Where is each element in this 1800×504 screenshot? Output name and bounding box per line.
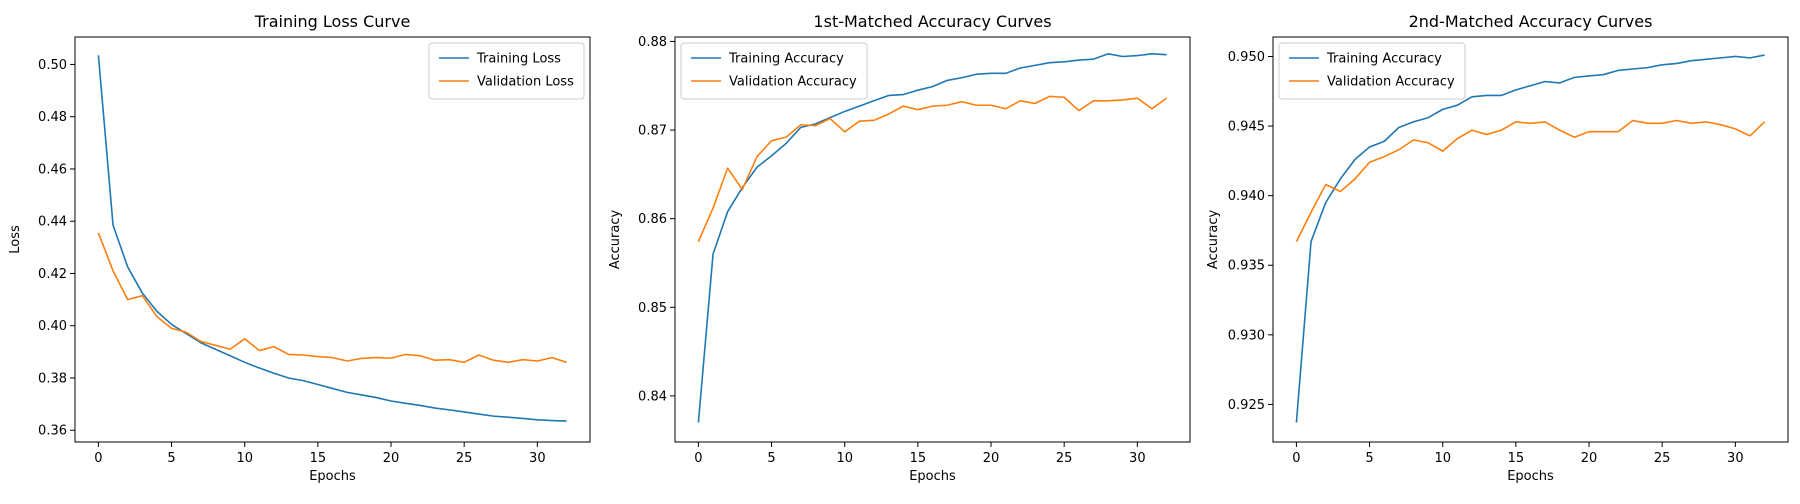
y-tick-label: 0.940	[1228, 189, 1265, 204]
series-line-1	[1295, 54, 1765, 423]
y-tick-label: 0.87	[638, 124, 667, 139]
y-tick-label: 0.50	[38, 58, 67, 73]
x-tick-label: 10	[236, 451, 253, 466]
x-tick-label: 30	[529, 451, 546, 466]
y-tick-label: 0.88	[638, 35, 667, 50]
series-line-2	[97, 232, 567, 364]
chart-panel-2: 1st-Matched Accuracy Curves 0 5 10 15 20 25 30 0…	[608, 12, 1191, 484]
x-tick-label: 0	[1292, 451, 1300, 466]
y-tick-label: 0.935	[1228, 259, 1265, 274]
y-tick-label: 0.945	[1228, 120, 1265, 135]
chart-title: 1st-Matched Accuracy Curves	[813, 12, 1051, 31]
x-tick-label: 30	[1129, 451, 1146, 466]
x-tick-label: 10	[1434, 451, 1451, 466]
y-tick-label: 0.48	[38, 110, 67, 125]
legend-box	[1278, 42, 1466, 100]
chart-panel-1: Training Loss Curve 0 5 10 15 20 25 30 0.36 0.38 0…	[8, 12, 591, 484]
x-tick-label: 0	[94, 451, 102, 466]
legend-label: Validation Accuracy	[729, 75, 857, 90]
legend: Training Loss Validation Loss	[428, 42, 585, 100]
x-tick-label: 15	[910, 451, 927, 466]
y-tick-label: 0.85	[638, 301, 667, 316]
x-tick-label: 5	[1365, 451, 1373, 466]
x-tick-label: 15	[310, 451, 327, 466]
y-tick-label: 0.44	[38, 215, 67, 230]
x-axis-label: Epochs	[909, 469, 956, 484]
legend-label: Training Accuracy	[728, 52, 844, 67]
x-tick-label: 30	[1727, 451, 1744, 466]
x-tick-label: 20	[983, 451, 1000, 466]
y-tick-label: 0.40	[38, 319, 67, 334]
y-tick-label: 0.86	[638, 212, 667, 227]
legend-label: Training Accuracy	[1326, 52, 1442, 67]
y-tick-label: 0.84	[638, 389, 667, 404]
x-tick-label: 25	[1056, 451, 1073, 466]
x-tick-label: 5	[767, 451, 775, 466]
x-tick-label: 20	[383, 451, 400, 466]
plot-frame	[1272, 36, 1789, 443]
plot-frame	[674, 36, 1191, 443]
x-tick-label: 0	[694, 451, 702, 466]
legend: Training Accuracy Validation Accuracy	[1278, 42, 1466, 100]
y-axis-label: Loss	[8, 225, 23, 254]
y-tick-label: 0.930	[1228, 328, 1265, 343]
plot-frame	[74, 36, 591, 443]
y-tick-label: 0.36	[38, 424, 67, 439]
y-tick-label: 0.42	[38, 267, 67, 282]
x-axis-label: Epochs	[1507, 469, 1554, 484]
x-tick-label: 10	[836, 451, 853, 466]
series-line-1	[697, 53, 1167, 423]
x-tick-label: 25	[456, 451, 473, 466]
series-line-2	[1295, 119, 1766, 242]
y-axis-label: Accuracy	[1206, 210, 1221, 270]
legend-box	[428, 42, 585, 100]
series-line-1	[97, 55, 567, 422]
series-line-2	[697, 95, 1168, 243]
y-axis-label: Accuracy	[608, 210, 623, 270]
x-tick-label: 15	[1508, 451, 1525, 466]
legend-box	[680, 42, 868, 100]
chart-title: Training Loss Curve	[254, 12, 411, 31]
y-tick-label: 0.925	[1228, 398, 1265, 413]
x-tick-label: 25	[1654, 451, 1671, 466]
x-axis-label: Epochs	[309, 469, 356, 484]
y-tick-label: 0.46	[38, 162, 67, 177]
y-tick-label: 0.38	[38, 371, 67, 386]
legend-label: Training Loss	[476, 52, 561, 67]
legend-label: Validation Accuracy	[1327, 75, 1455, 90]
x-tick-label: 5	[167, 451, 175, 466]
chart-title: 2nd-Matched Accuracy Curves	[1409, 12, 1653, 31]
legend: Training Accuracy Validation Accuracy	[680, 42, 868, 100]
legend-label: Validation Loss	[477, 75, 574, 90]
chart-panel-3: 2nd-Matched Accuracy Curves 0 5 10 15 20 25 30 0…	[1206, 12, 1789, 484]
x-tick-label: 20	[1581, 451, 1598, 466]
y-tick-label: 0.950	[1228, 50, 1265, 65]
